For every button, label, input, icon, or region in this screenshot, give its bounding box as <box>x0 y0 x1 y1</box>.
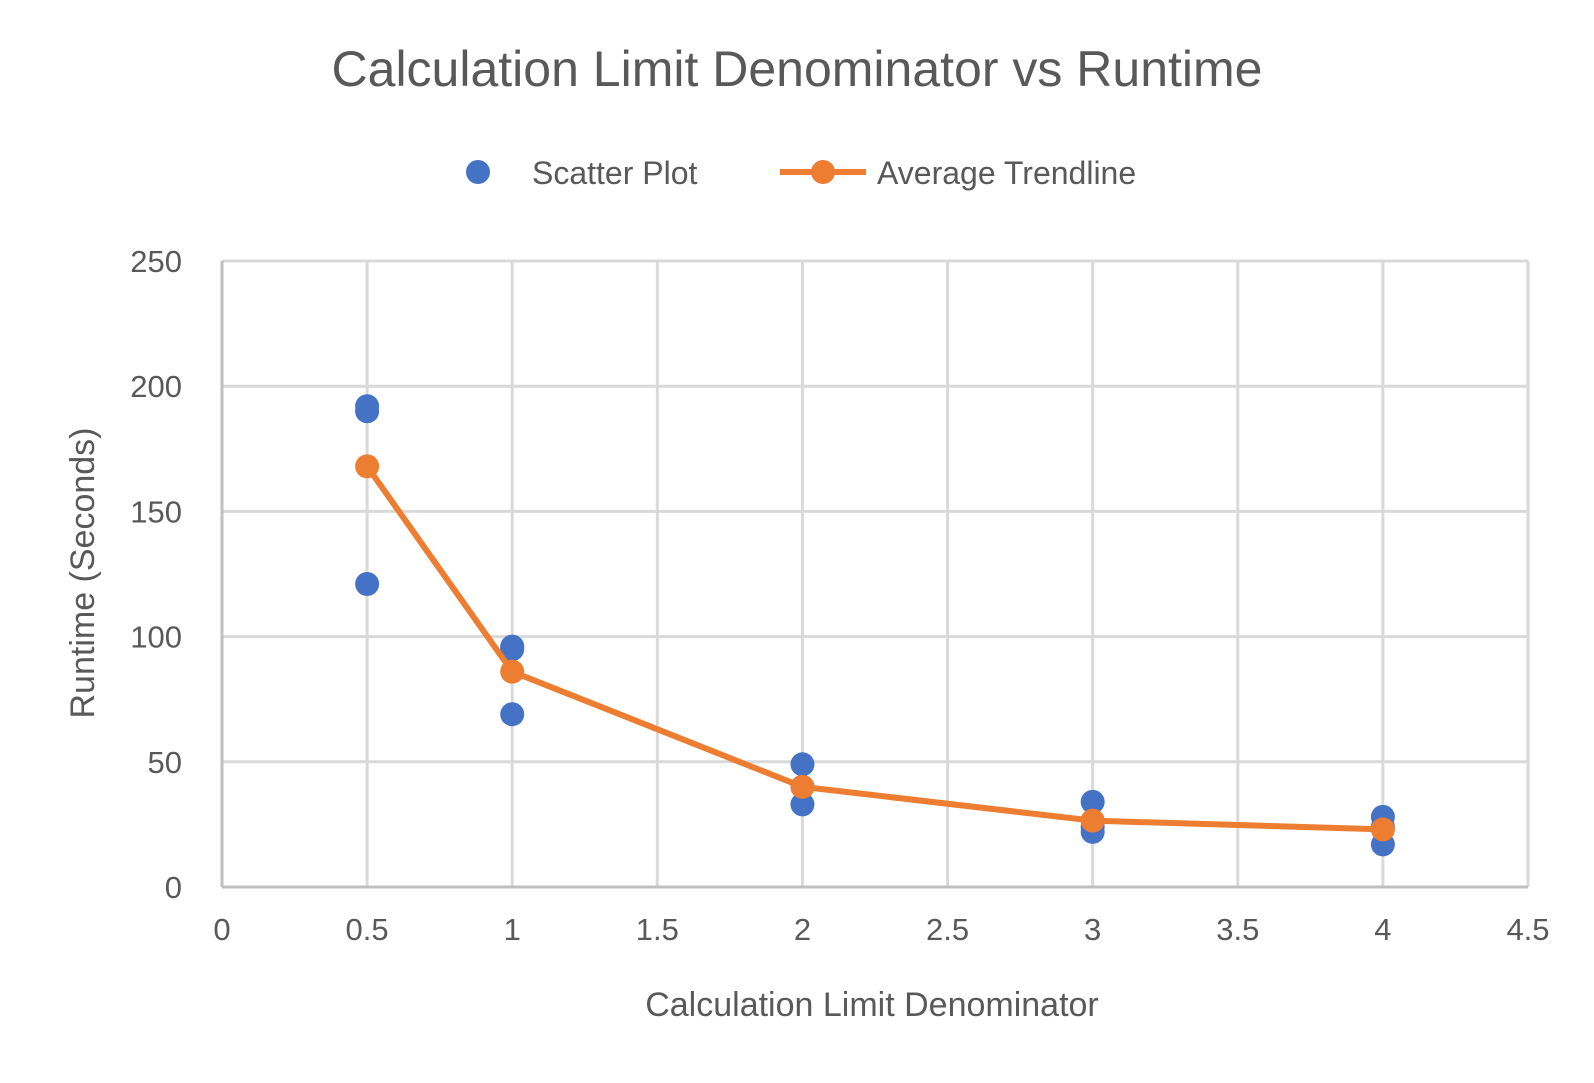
x-tick-label: 3.5 <box>1216 912 1259 947</box>
scatter-point <box>790 792 815 817</box>
scatter-point <box>500 637 525 662</box>
x-tick-label: 4.5 <box>1506 912 1549 947</box>
y-tick-label: 200 <box>130 369 182 404</box>
label-layer: 0 0.5 1 1.5 2 2.5 3 3.5 4 4.5 0 50 100 150 200 250 <box>130 244 1549 947</box>
x-tick-label: 2.5 <box>926 912 969 947</box>
x-tick-label: 2 <box>794 912 811 947</box>
trendline-point <box>355 454 380 479</box>
x-tick-label: 4 <box>1374 912 1391 947</box>
trendline-point <box>1370 817 1395 842</box>
scatter-point <box>790 752 815 777</box>
axis-layer <box>220 261 1528 889</box>
trendline-point <box>790 774 815 799</box>
legend-trend-label: Average Trendline <box>877 155 1136 191</box>
x-tick-label: 1 <box>504 912 521 947</box>
x-axis-title: Calculation Limit Denominator <box>645 986 1099 1024</box>
scatter-point <box>355 399 380 424</box>
x-tick-label: 0 <box>213 912 230 947</box>
grid-layer <box>222 259 1530 887</box>
chart-title: Calculation Limit Denominator vs Runtime <box>332 41 1263 97</box>
trendline-point <box>500 659 525 684</box>
y-axis-title: Runtime (Seconds) <box>64 427 102 718</box>
legend-scatter-label: Scatter Plot <box>532 155 698 191</box>
y-tick-label: 50 <box>148 745 182 780</box>
x-tick-label: 0.5 <box>346 912 389 947</box>
y-tick-label: 250 <box>130 244 182 279</box>
legend: Scatter Plot Average Trendline <box>466 155 1136 191</box>
x-tick-label: 1.5 <box>636 912 679 947</box>
y-tick-label: 0 <box>165 870 182 905</box>
legend-scatter-marker <box>466 160 490 184</box>
y-tick-label: 100 <box>130 620 182 655</box>
series-layer <box>355 394 1395 857</box>
x-tick-label: 3 <box>1084 912 1101 947</box>
scatter-point <box>355 572 380 597</box>
scatter-point <box>1080 789 1105 814</box>
trendline-point <box>1080 808 1105 833</box>
scatter-point <box>500 702 525 727</box>
y-tick-label: 150 <box>130 494 182 529</box>
legend-trend-marker <box>811 160 835 184</box>
